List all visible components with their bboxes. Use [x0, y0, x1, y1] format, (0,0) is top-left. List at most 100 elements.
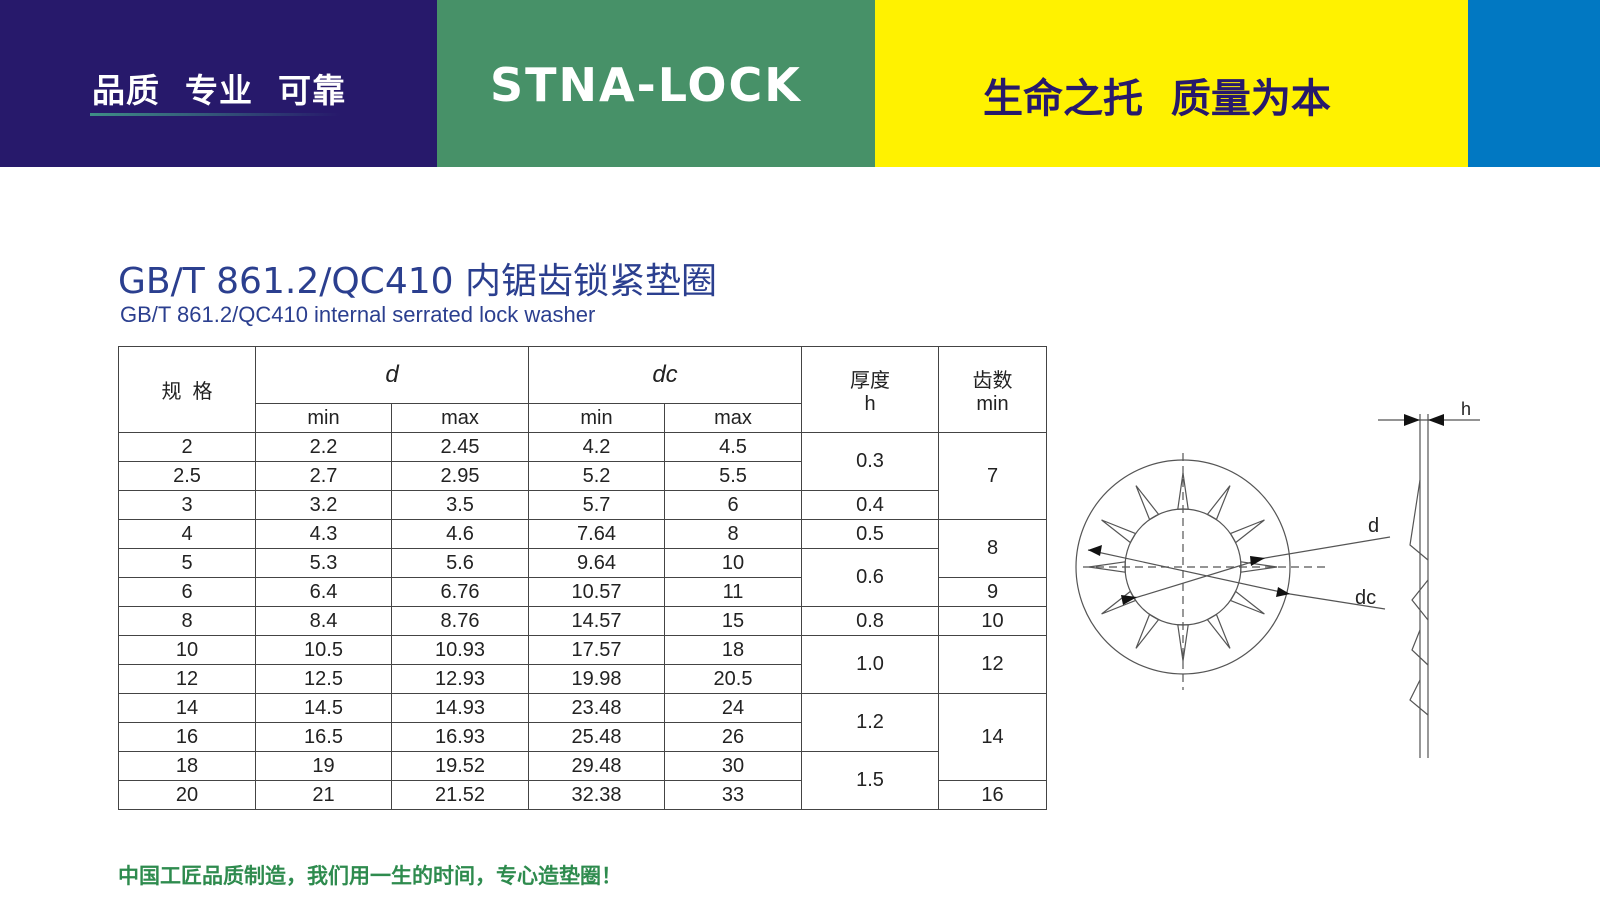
slogan-left: 品质 专业 可靠	[92, 71, 346, 110]
cell-dc-max: 20.5	[664, 664, 802, 694]
header-band-logo	[437, 0, 875, 167]
washer-tooth	[1240, 561, 1278, 573]
cell-d-min: 2.2	[255, 432, 392, 462]
table-row: 20 21 21.52 32.38 33 16	[118, 780, 1047, 810]
cell-dc-min: 5.2	[528, 461, 665, 491]
cell-teeth: 12	[938, 635, 1047, 694]
cell-thickness: 1.5	[801, 751, 939, 810]
cell-teeth: 9	[938, 577, 1047, 607]
cell-teeth: 7	[938, 432, 1047, 520]
cell-d-max: 12.93	[391, 664, 529, 694]
cell-spec: 18	[118, 751, 256, 781]
arrow-icon	[1088, 545, 1102, 556]
cell-thickness: 1.0	[801, 635, 939, 694]
brand-logo: STNA-LOCK	[490, 58, 802, 112]
cell-d-min: 8.4	[255, 606, 392, 636]
cell-dc-min: 14.57	[528, 606, 665, 636]
slogan-underline	[90, 113, 340, 116]
cell-d-max: 16.93	[391, 722, 529, 752]
cell-d-min: 12.5	[255, 664, 392, 694]
cell-d-max: 5.6	[391, 548, 529, 578]
cell-d-min: 4.3	[255, 519, 392, 549]
d-leader	[1124, 557, 1266, 602]
cell-teeth: 10	[938, 606, 1047, 636]
table-row: 4 4.3 4.6 7.64 8 0.5 8	[118, 519, 1047, 578]
washer-tooth	[1229, 519, 1265, 544]
cell-teeth: 16	[938, 780, 1047, 810]
header-dc-max: max	[664, 403, 802, 433]
cell-d-max: 2.95	[391, 461, 529, 491]
cell-d-max: 19.52	[391, 751, 529, 781]
header-band-right	[875, 0, 1468, 167]
table-row: 8 8.4 8.76 14.57 15 0.8 10	[118, 606, 1047, 636]
cell-dc-max: 11	[664, 577, 802, 607]
cell-dc-min: 19.98	[528, 664, 665, 694]
header-teeth: 齿数 min	[938, 346, 1047, 433]
cell-d-min: 6.4	[255, 577, 392, 607]
header-band-left	[0, 0, 437, 167]
slogan-right: 生命之托 质量为本	[983, 76, 1331, 122]
cell-thickness: 0.6	[801, 548, 939, 607]
cell-d-min: 16.5	[255, 722, 392, 752]
cell-spec: 6	[118, 577, 256, 607]
page-title: GB/T 861.2/QC410 内锯齿锁紧垫圈	[118, 261, 717, 302]
cell-d-max: 8.76	[391, 606, 529, 636]
cell-dc-min: 4.2	[528, 432, 665, 462]
cell-thickness: 0.4	[801, 490, 939, 520]
cell-dc-min: 32.38	[528, 780, 665, 810]
washer-tooth	[1101, 519, 1137, 544]
header-teeth-min: min	[976, 392, 1009, 415]
arrow-icon	[1276, 587, 1290, 597]
cell-dc-min: 10.57	[528, 577, 665, 607]
cell-dc-max: 4.5	[664, 432, 802, 462]
cell-d-max: 6.76	[391, 577, 529, 607]
cell-d-max: 2.45	[391, 432, 529, 462]
cell-d-min: 21	[255, 780, 392, 810]
arrow-icon	[1121, 595, 1137, 605]
table-row: 6 6.4 6.76 10.57 11 9	[118, 577, 1047, 607]
table-row: 2 2.2 2.45 4.2 4.5 0.3 7	[118, 432, 1047, 520]
washer-tooth	[1206, 485, 1231, 521]
table-row: 5 5.3 5.6 9.64 10 0.6	[118, 548, 1047, 607]
cell-thickness: 0.3	[801, 432, 939, 491]
cell-d-min: 3.2	[255, 490, 392, 520]
table-row: 10 10.5 10.93 17.57 18 1.0 12	[118, 635, 1047, 694]
washer-tooth	[1206, 613, 1231, 649]
arrow-icon	[1250, 556, 1265, 566]
washer-tooth	[1177, 624, 1189, 662]
cell-d-max: 14.93	[391, 693, 529, 723]
table-row: 14 14.5 14.93 23.48 24 1.2 14	[118, 693, 1047, 781]
cell-d-min: 5.3	[255, 548, 392, 578]
header-band-blue	[1468, 0, 1600, 167]
cell-dc-max: 24	[664, 693, 802, 723]
cell-dc-min: 17.57	[528, 635, 665, 665]
cell-d-max: 10.93	[391, 635, 529, 665]
dc-leader-ext	[1289, 593, 1386, 610]
header-spec: 规 格	[118, 346, 256, 433]
side-view-teeth	[1409, 479, 1429, 716]
page-subtitle: GB/T 861.2/QC410 internal serrated lock …	[120, 302, 596, 327]
cell-dc-max: 33	[664, 780, 802, 810]
washer-tooth	[1135, 485, 1160, 521]
cell-d-min: 19	[255, 751, 392, 781]
cell-teeth: 8	[938, 519, 1047, 578]
footer-slogan: 中国工匠品质制造，我们用一生的时间，专心造垫圈！	[118, 864, 622, 888]
washer-tooth	[1229, 590, 1265, 615]
washer-tooth	[1088, 561, 1126, 573]
table-row: 2.5 2.7 2.95 5.2 5.5	[118, 461, 1047, 491]
dc-leader	[1087, 549, 1291, 595]
washer-tooth	[1101, 590, 1137, 615]
washer-tooth	[1135, 613, 1160, 649]
cell-spec: 12	[118, 664, 256, 694]
cell-spec: 16	[118, 722, 256, 752]
header-d-max: max	[391, 403, 529, 433]
cell-dc-max: 15	[664, 606, 802, 636]
header-teeth-cn: 齿数	[972, 369, 1013, 392]
cell-spec: 2.5	[118, 461, 256, 491]
arrow-icon	[1428, 414, 1444, 426]
header-thickness-h: h	[864, 392, 876, 415]
cell-spec: 10	[118, 635, 256, 665]
cell-d-max: 4.6	[391, 519, 529, 549]
table-row: 12 12.5 12.93 19.98 20.5	[118, 664, 1047, 694]
header-thickness: 厚度 h	[801, 346, 939, 433]
